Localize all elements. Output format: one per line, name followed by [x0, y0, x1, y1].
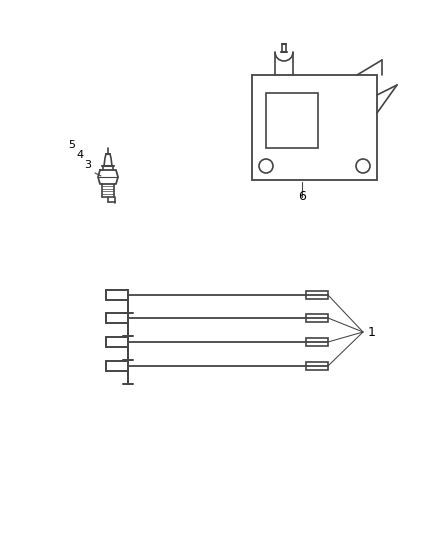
Bar	[305, 338, 327, 346]
Bar	[251, 75, 376, 180]
Text: 5: 5	[68, 140, 75, 150]
Text: 1: 1	[367, 326, 375, 339]
Bar	[305, 362, 327, 370]
Bar	[305, 314, 327, 322]
Bar	[265, 93, 317, 148]
Text: 4: 4	[76, 150, 83, 160]
Bar	[305, 291, 327, 299]
Text: 3: 3	[84, 160, 91, 170]
Text: 6: 6	[297, 190, 305, 203]
